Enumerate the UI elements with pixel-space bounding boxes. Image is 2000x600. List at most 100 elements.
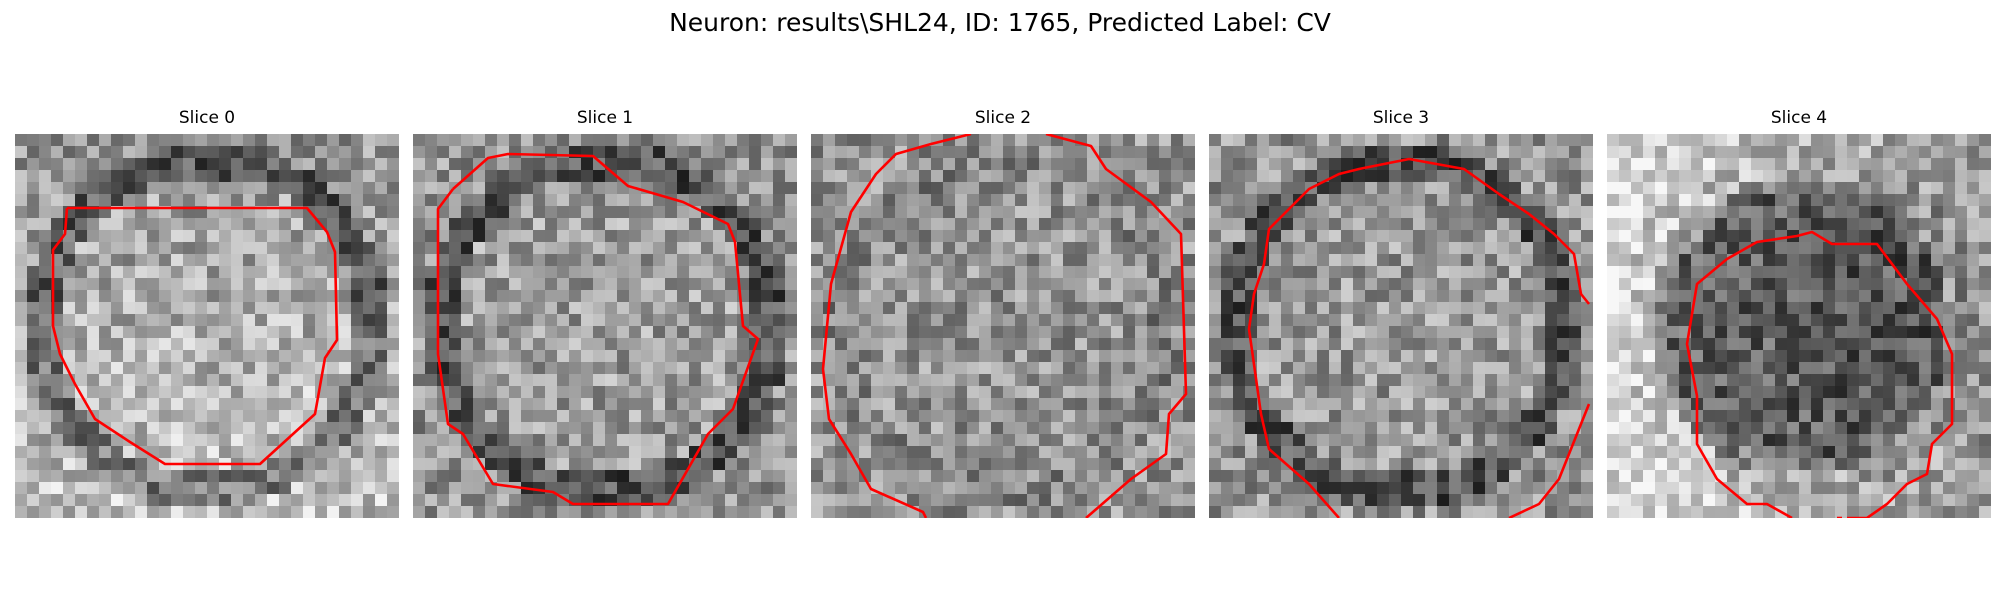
pixel [653,242,666,255]
pixel [931,302,944,315]
pixel [1449,398,1462,411]
pixel [1655,350,1668,363]
pixel [1631,254,1644,267]
pixel [1171,494,1184,507]
pixel [979,458,992,471]
pixel [1751,386,1764,399]
pixel [581,134,594,147]
pixel [351,182,364,195]
pixel [1269,422,1282,435]
pixel [1799,326,1812,339]
pixel [1051,494,1064,507]
pixel [1799,350,1812,363]
pixel [919,494,932,507]
pixel [1269,338,1282,351]
pixel [159,362,172,375]
pixel [339,134,352,147]
pixel [1739,434,1752,447]
pixel [629,206,642,219]
pixel [497,170,510,183]
pixel [1123,134,1136,147]
pixel [1883,302,1896,315]
pixel [653,290,666,303]
pixel [497,410,510,423]
pixel [1763,266,1776,279]
pixel [1919,218,1932,231]
pixel [1183,194,1195,207]
pixel [1461,350,1474,363]
pixel [1751,170,1764,183]
pixel [1835,134,1848,147]
pixel [1075,398,1088,411]
pixel [907,398,920,411]
pixel [749,254,762,267]
pixel [1751,194,1764,207]
pixel [159,506,172,518]
pixel [1545,434,1558,447]
pixel [1955,134,1968,147]
pixel [425,362,438,375]
pixel [255,362,268,375]
pixel [27,422,40,435]
pixel [1039,254,1052,267]
pixel [617,278,630,291]
pixel [509,254,522,267]
pixel [737,254,750,267]
pixel [1581,314,1593,327]
pixel [375,206,388,219]
pixel [847,170,860,183]
pixel [1727,218,1740,231]
pixel [835,158,848,171]
pixel [919,422,932,435]
pixel [1075,158,1088,171]
pixel [785,134,797,147]
pixel [1727,194,1740,207]
pixel [1799,374,1812,387]
pixel [461,338,474,351]
pixel [557,278,570,291]
pixel [665,434,678,447]
pixel [291,482,304,495]
pixel [1245,482,1258,495]
pixel [1401,290,1414,303]
pixel [87,230,100,243]
pixel [1907,218,1920,231]
pixel [1269,170,1282,183]
pixel [895,338,908,351]
pixel [521,506,534,518]
pixel [255,242,268,255]
pixel [1545,266,1558,279]
pixel [725,170,738,183]
pixel [267,314,280,327]
pixel [641,254,654,267]
pixel [351,194,364,207]
pixel [641,266,654,279]
pixel [1667,326,1680,339]
pixel [1799,338,1812,351]
pixel [1955,254,1968,267]
pixel [713,254,726,267]
pixel [533,218,546,231]
pixel [943,374,956,387]
pixel [991,182,1004,195]
pixel [159,446,172,459]
pixel [895,506,908,518]
pixel [1883,146,1896,159]
pixel [1859,350,1872,363]
pixel [279,374,292,387]
pixel [1497,134,1510,147]
pixel [1787,254,1800,267]
pixel [593,146,606,159]
pixel [967,218,980,231]
pixel [1955,386,1968,399]
pixel [991,338,1004,351]
pixel [1183,206,1195,219]
pixel [907,218,920,231]
pixel [1039,278,1052,291]
pixel [51,482,64,495]
pixel [931,410,944,423]
pixel [823,494,836,507]
segmentation-contour [1247,157,1591,518]
pixel [291,218,304,231]
pixel [521,338,534,351]
